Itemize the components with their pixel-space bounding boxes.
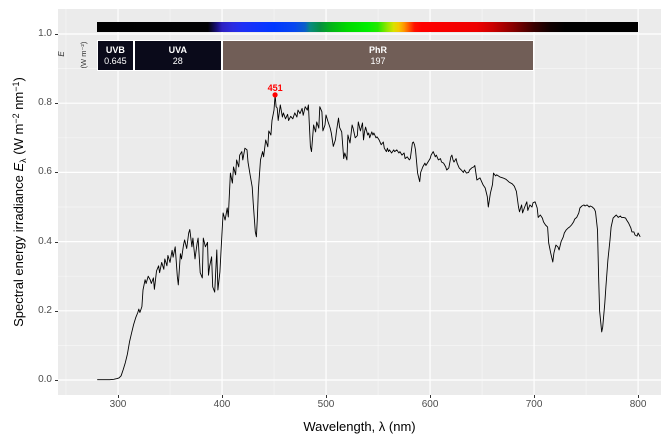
x-tick-mark <box>222 395 223 398</box>
x-tick-label: 700 <box>525 399 543 410</box>
x-title-post: (nm) <box>385 419 416 434</box>
y-title-units-sup1: −2 <box>11 113 21 124</box>
band-uvb-name: UVB <box>105 44 125 55</box>
y-tick-label: 0.6 <box>38 166 52 178</box>
wavelength-color-bar <box>97 22 639 32</box>
y-tick-label: 0.0 <box>38 374 52 385</box>
spectrum-curve <box>97 94 641 381</box>
y-tick-mark <box>55 310 58 312</box>
y-tick-label: 0.4 <box>38 235 52 247</box>
y-title-units-sup2: −1 <box>11 81 21 92</box>
y-title-symbol: E <box>11 162 26 172</box>
y-tick-label: 1.0 <box>38 28 52 39</box>
band-energy-symbol-label: E <box>57 51 66 57</box>
band-uva-name: UVA <box>168 44 187 55</box>
band-phr-name: PhR <box>369 44 388 55</box>
y-tick-mark <box>55 172 58 174</box>
x-tick-label: 300 <box>109 399 127 410</box>
x-tick-label: 400 <box>213 399 231 410</box>
peak-wavelength-label: 451 <box>267 82 283 93</box>
x-tick-mark <box>326 395 327 398</box>
x-tick-mark <box>638 395 640 398</box>
band-box-uvb: UVB 0.645 <box>97 40 134 71</box>
x-tick-label: 800 <box>629 399 647 410</box>
x-tick-label: 500 <box>317 399 335 410</box>
band-box-phr: PhR 197 <box>222 40 535 71</box>
x-tick-mark <box>430 395 432 398</box>
y-tick-mark <box>55 103 58 105</box>
band-uva-value: 28 <box>172 55 183 66</box>
band-uvb-value: 0.645 <box>104 55 127 66</box>
y-title-units-pre: (W m <box>11 123 26 159</box>
y-tick-mark <box>55 34 58 35</box>
x-tick-mark <box>118 395 119 398</box>
x-tick-label: 600 <box>421 399 439 410</box>
y-tick-label: 0.2 <box>38 304 52 316</box>
band-box-uva: UVA 28 <box>133 40 223 71</box>
x-axis-title: Wavelength, λ (nm) <box>58 419 661 434</box>
band-phr-value: 197 <box>370 55 386 66</box>
x-tick-mark <box>534 395 536 398</box>
y-tick-mark <box>55 380 58 381</box>
band-energy-units-label: (W m⁻²) <box>79 41 88 69</box>
x-title-pre: Wavelength, <box>303 419 379 434</box>
y-tick-mark <box>55 241 58 243</box>
y-title-text: Spectral energy irradiance <box>11 171 26 327</box>
peak-marker <box>272 92 278 98</box>
y-title-units-mid: nm <box>11 91 26 114</box>
y-tick-label: 0.8 <box>38 97 52 109</box>
y-title-symbol-sub: λ <box>18 158 28 163</box>
plot-panel: E (W m⁻²) UVB 0.645 UVA 28 PhR 197 451 <box>57 9 661 395</box>
x-title-symbol: λ <box>378 419 386 434</box>
y-axis-title: Spectral energy irradiance Eλ (W m−2 nm−… <box>10 22 28 382</box>
